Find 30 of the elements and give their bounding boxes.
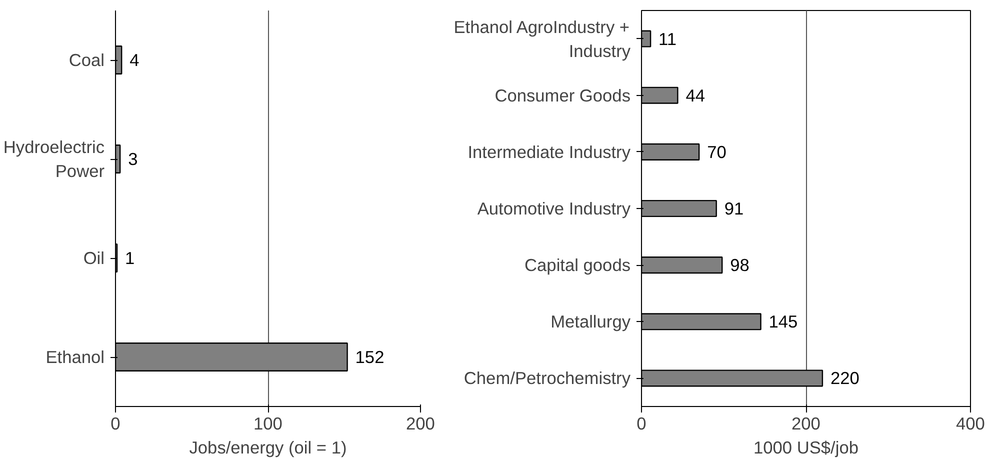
x-tick-label: 100 — [254, 414, 282, 434]
data-label: 91 — [724, 198, 744, 218]
y-tick-label: Consumer Goods — [494, 85, 631, 106]
data-label: 70 — [707, 142, 726, 162]
y-tick-label: Oil — [83, 248, 105, 268]
data-label: 11 — [658, 28, 677, 49]
x-tick-label: 200 — [406, 414, 435, 434]
y-tick-label: Chem/Petrochemistry — [464, 368, 631, 388]
data-label: 3 — [128, 149, 138, 169]
y-tick-label: Capital goods — [524, 255, 631, 276]
x-tick-label: 0 — [110, 414, 120, 434]
y-tick-label: Ethanol AgroIndustry + Industry — [454, 16, 631, 61]
data-label: 1 — [125, 248, 135, 268]
data-label: 145 — [768, 312, 798, 332]
x-tick-label: 400 — [956, 414, 985, 434]
data-label: 152 — [355, 347, 384, 367]
y-tick-label: Coal — [68, 50, 105, 70]
y-tick-label: Ethanol — [46, 347, 105, 367]
data-label: 98 — [730, 255, 750, 276]
y-tick-label: Intermediate Industry — [468, 142, 631, 162]
x-tick-label: 200 — [792, 414, 820, 434]
y-tick-label: Hydroelectric Power — [3, 137, 105, 181]
data-label: 4 — [130, 50, 140, 70]
x-axis-title: 1000 US$/job — [753, 438, 859, 458]
data-label: 220 — [830, 368, 860, 388]
data-label: 44 — [686, 85, 706, 106]
y-tick-label: Metallurgy — [550, 312, 631, 332]
x-tick-label: 0 — [636, 414, 646, 434]
y-tick-label: Automotive Industry — [477, 198, 631, 218]
x-axis-title: Jobs/energy (oil = 1) — [189, 438, 347, 458]
